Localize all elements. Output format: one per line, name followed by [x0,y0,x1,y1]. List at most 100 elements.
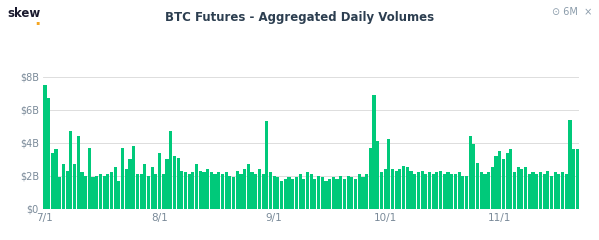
Bar [358,174,361,209]
Bar [565,174,568,209]
Bar [88,148,91,209]
Bar [125,169,128,209]
Bar [380,172,383,209]
Bar [432,174,435,209]
Bar [102,176,105,209]
Bar [468,136,472,209]
Bar [84,176,87,209]
Bar [202,172,205,209]
Bar [310,174,313,209]
Bar [58,177,61,209]
Bar [439,171,442,209]
Bar [298,174,302,209]
Bar [65,171,69,209]
Bar [398,169,401,209]
Bar [543,174,546,209]
Bar [77,136,80,209]
Bar [335,179,338,209]
Bar [306,172,309,209]
Bar [273,176,276,209]
Bar [173,156,176,209]
Bar [328,179,331,209]
Bar [317,176,320,209]
Bar [99,174,102,209]
Bar [506,153,509,209]
Bar [191,172,195,209]
Bar [576,149,579,209]
Bar [524,168,527,209]
Bar [206,169,209,209]
Bar [121,148,124,209]
Bar [155,174,158,209]
Bar [383,169,387,209]
Bar [235,171,239,209]
Bar [128,159,132,209]
Bar [332,177,335,209]
Bar [343,179,346,209]
Bar [443,174,446,209]
Bar [110,172,113,209]
Bar [491,168,494,209]
Bar [376,141,379,209]
Bar [187,174,190,209]
Bar [502,159,505,209]
Bar [180,171,183,209]
Bar [465,176,468,209]
Bar [269,172,272,209]
Bar [232,177,235,209]
Bar [435,172,438,209]
Bar [258,169,261,209]
Bar [243,169,246,209]
Bar [51,153,54,209]
Bar [454,174,457,209]
Bar [365,174,368,209]
Bar [413,174,416,209]
Bar [391,169,394,209]
Bar [480,172,483,209]
Bar [557,174,561,209]
Bar [535,174,539,209]
Bar [280,181,283,209]
Text: ⊙ 6M  ×: ⊙ 6M × [552,7,592,17]
Bar [450,174,453,209]
Bar [476,162,479,209]
Bar [387,139,391,209]
Bar [136,174,139,209]
Bar [177,157,180,209]
Bar [92,177,95,209]
Bar [521,169,524,209]
Bar [395,171,398,209]
Bar [295,177,298,209]
Bar [406,168,409,209]
Bar [184,172,187,209]
Bar [320,177,324,209]
Bar [254,174,258,209]
Bar [483,174,486,209]
Bar [361,177,365,209]
Bar [568,120,571,209]
Bar [55,149,58,209]
Bar [369,148,372,209]
Bar [225,172,228,209]
Bar [69,131,72,209]
Bar [313,179,316,209]
Bar [539,172,542,209]
Bar [325,181,328,209]
Bar [517,168,520,209]
Bar [428,172,431,209]
Bar [550,176,553,209]
Bar [420,171,423,209]
Bar [106,174,110,209]
Bar [169,131,173,209]
Bar [410,171,413,209]
Bar [339,176,343,209]
Bar [132,146,135,209]
Text: BTC Futures - Aggregated Daily Volumes: BTC Futures - Aggregated Daily Volumes [165,11,434,24]
Bar [262,174,265,209]
Bar [250,172,253,209]
Bar [80,172,83,209]
Bar [150,168,154,209]
Bar [498,151,501,209]
Bar [265,121,268,209]
Bar [291,179,294,209]
